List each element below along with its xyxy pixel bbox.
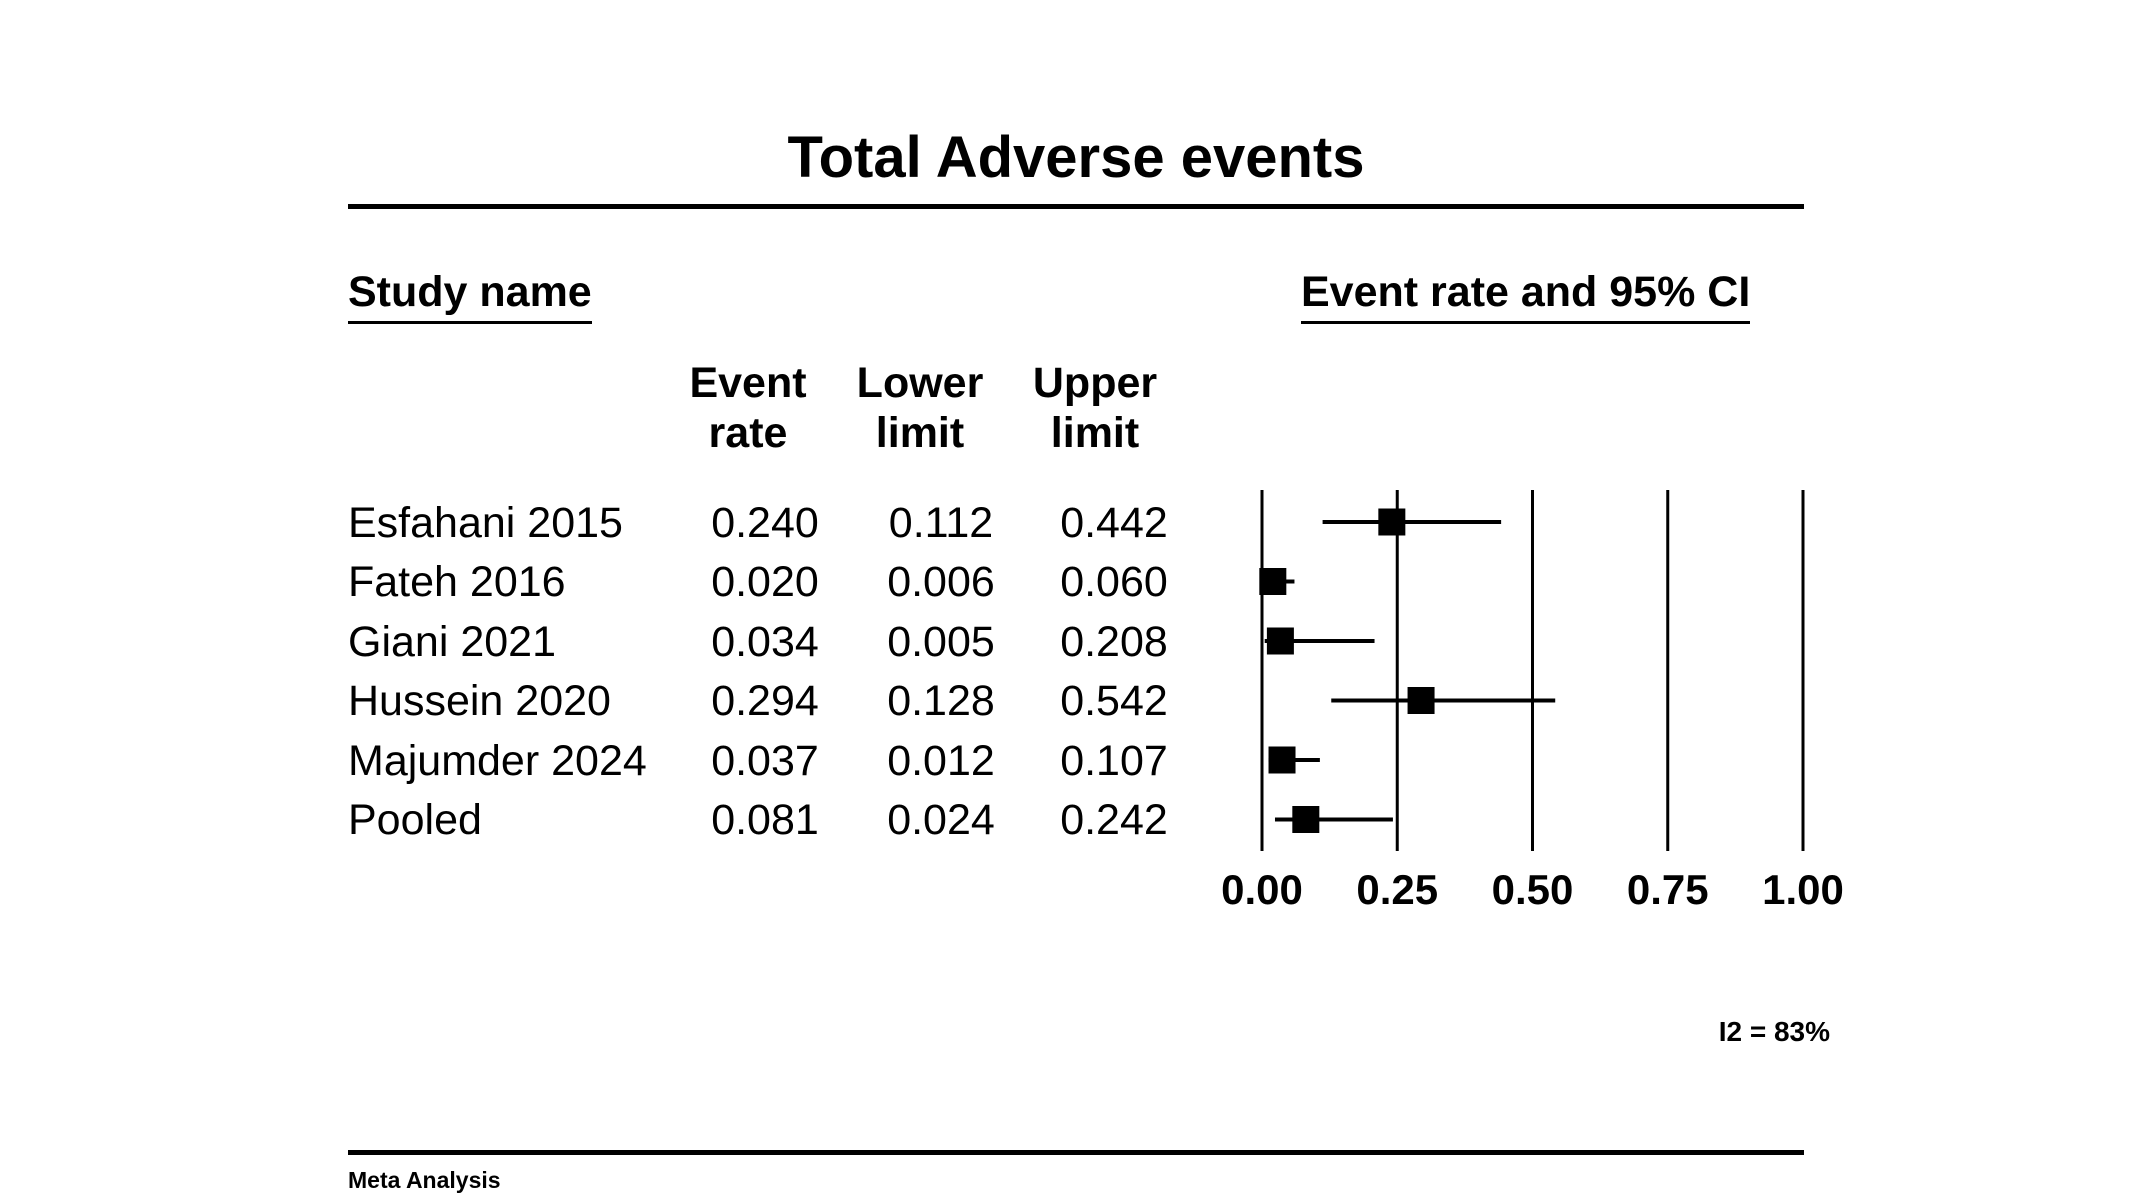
study-row: Giani 2021 0.034 0.005 0.208 (0, 612, 1250, 672)
upper-limit-value: 0.442 (1060, 499, 1168, 547)
x-tick-label: 0.50 (1492, 866, 1574, 913)
upper-limit-value: 0.542 (1060, 677, 1168, 725)
lower-limit-value: 0.112 (888, 499, 994, 547)
study-row: Majumder 2024 0.037 0.012 0.107 (0, 731, 1250, 791)
lower-limit-header-line-2: limit (875, 409, 965, 457)
top-rule (348, 204, 1804, 209)
x-tick-label: 0.75 (1627, 866, 1709, 913)
study-name: Fateh 2016 (348, 558, 566, 606)
lower-limit-value: 0.012 (887, 737, 995, 785)
heterogeneity-label: I2 = 83% (1718, 1016, 1830, 1047)
footer-label: Meta Analysis (348, 1167, 501, 1193)
pooled-estimate-marker (1292, 806, 1320, 833)
study-name: Giani 2021 (348, 618, 556, 666)
point-estimate-marker (1259, 568, 1287, 595)
event-rate-value: 0.294 (711, 677, 819, 725)
point-estimate-marker (1407, 687, 1435, 714)
upper-limit-value: 0.107 (1060, 737, 1168, 785)
lower-limit-value: 0.006 (887, 558, 995, 606)
event-rate-column-header: Event rate (678, 358, 818, 458)
upper-limit-column-header: Upper limit (1025, 358, 1165, 458)
lower-limit-column-header: Lower limit (850, 358, 990, 458)
upper-limit-value: 0.242 (1060, 796, 1168, 844)
lower-limit-header-line-1: Lower (856, 359, 984, 407)
chart-title: Total Adverse events (787, 125, 1365, 190)
event-rate-header-line-2: rate (708, 409, 788, 457)
upper-limit-header-line-1: Upper (1032, 359, 1158, 407)
study-name: Majumder 2024 (348, 737, 647, 785)
study-name: Pooled (348, 796, 482, 844)
upper-limit-header-line-2: limit (1050, 409, 1140, 457)
bottom-rule (348, 1150, 1804, 1155)
study-row: Hussein 2020 0.294 0.128 0.542 (0, 671, 1250, 731)
study-row: Fateh 2016 0.020 0.006 0.060 (0, 552, 1250, 612)
study-name-header: Study name (348, 267, 592, 324)
x-tick-label: 0.00 (1221, 866, 1303, 913)
study-row: Esfahani 2015 0.240 0.112 0.442 (0, 493, 1250, 553)
upper-limit-value: 0.208 (1060, 618, 1168, 666)
x-tick-label: 1.00 (1762, 866, 1844, 913)
event-rate-header-line-1: Event (689, 359, 807, 407)
upper-limit-value: 0.060 (1060, 558, 1168, 606)
lower-limit-value: 0.024 (887, 796, 995, 844)
lower-limit-value: 0.128 (887, 677, 995, 725)
point-estimate-marker (1268, 746, 1296, 774)
point-estimate-marker (1266, 627, 1294, 655)
study-name: Esfahani 2015 (348, 499, 623, 547)
event-rate-value: 0.034 (711, 618, 819, 666)
pooled-row: Pooled 0.081 0.024 0.242 (0, 790, 1250, 850)
event-rate-ci-header: Event rate and 95% CI (1301, 267, 1751, 324)
event-rate-value: 0.240 (711, 499, 819, 547)
event-rate-value: 0.081 (711, 796, 819, 844)
event-rate-value: 0.020 (711, 558, 819, 606)
lower-limit-value: 0.005 (887, 618, 995, 666)
point-estimate-marker (1378, 508, 1406, 536)
study-name: Hussein 2020 (348, 677, 611, 725)
x-tick-label: 0.25 (1356, 866, 1438, 913)
event-rate-value: 0.037 (711, 737, 819, 785)
